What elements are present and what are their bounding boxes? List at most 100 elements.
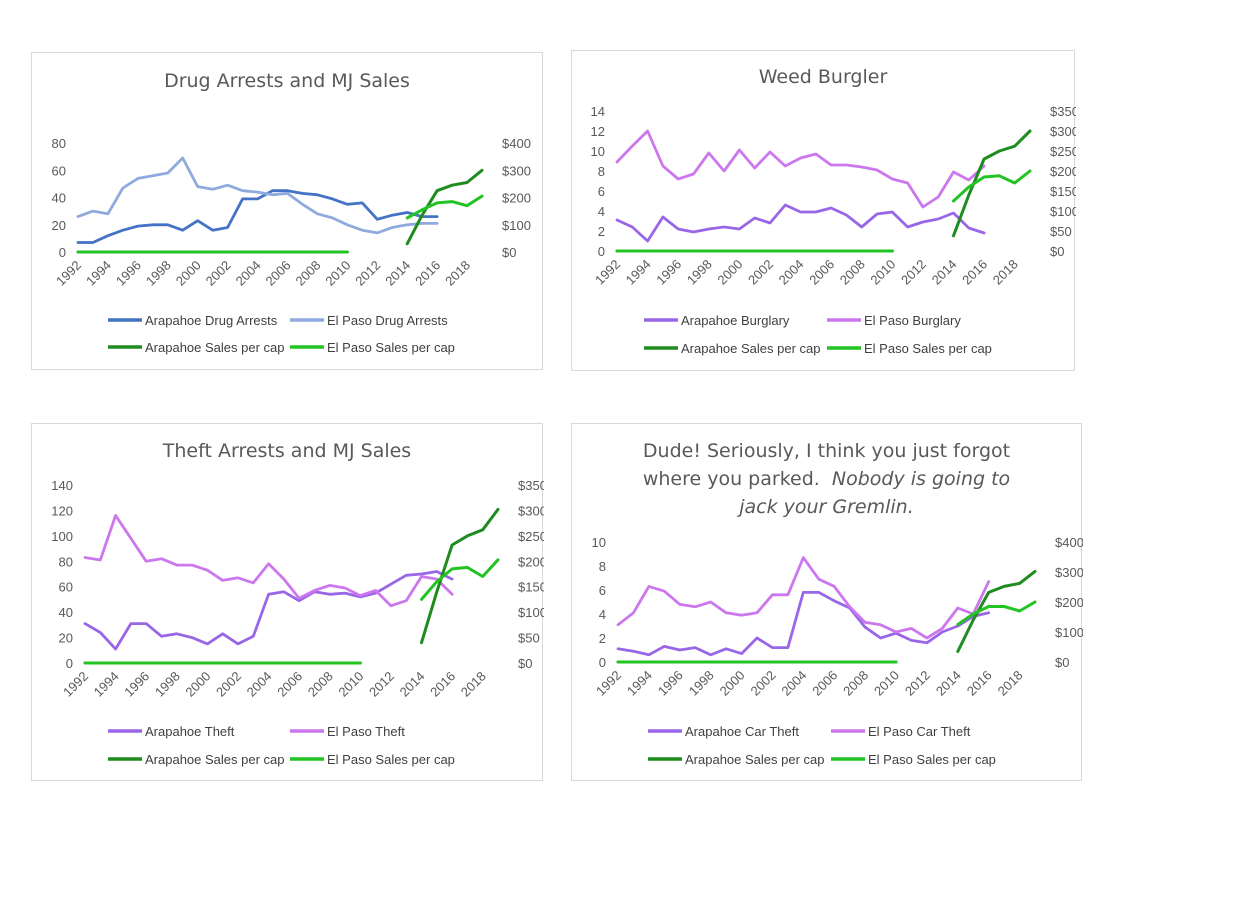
x-tick-label: 2010 bbox=[322, 258, 353, 289]
legend-item: El Paso Theft bbox=[290, 724, 405, 739]
x-tick-label: 1998 bbox=[686, 668, 717, 699]
legend-label: Arapahoe Burglary bbox=[681, 313, 790, 328]
x-tick-label: 2016 bbox=[427, 669, 458, 700]
y-left-tick-label: 40 bbox=[52, 191, 66, 206]
legend-item: Arapahoe Sales per cap bbox=[108, 752, 284, 767]
legend-label: El Paso Car Theft bbox=[868, 724, 971, 739]
x-tick-label: 2006 bbox=[263, 258, 294, 289]
x-tick-label: 2000 bbox=[173, 258, 204, 289]
x-tick-label: 2014 bbox=[382, 258, 413, 289]
series-line bbox=[76, 156, 439, 235]
y-right-tick-label: $100 bbox=[502, 218, 531, 233]
legend-label: Arapahoe Sales per cap bbox=[145, 340, 284, 355]
x-tick-label: 2016 bbox=[412, 258, 443, 289]
y-left-tick-label: 10 bbox=[591, 144, 605, 159]
series-el-paso-sales-per-cap bbox=[83, 558, 500, 665]
y-left-tick-label: 20 bbox=[59, 631, 73, 646]
series-line bbox=[615, 203, 986, 243]
y-right-tick-label: $150 bbox=[1050, 184, 1076, 199]
legend-item: Arapahoe Drug Arrests bbox=[108, 313, 278, 328]
series-line bbox=[83, 570, 454, 651]
legend-label: El Paso Drug Arrests bbox=[327, 313, 448, 328]
x-tick-label: 2010 bbox=[871, 668, 902, 699]
y-left-tick-label: 10 bbox=[592, 535, 606, 550]
chart-title-segment: jack your Gremlin. bbox=[739, 496, 914, 518]
y-left-tick-label: 6 bbox=[598, 184, 605, 199]
x-tick-label: 1992 bbox=[592, 257, 623, 288]
chart-theft-arrests: Theft Arrests and MJ Sales 0 20 40 60 80 100 12… bbox=[31, 423, 544, 781]
chart-title-line: where you parked. Nobody is going to bbox=[572, 465, 1081, 493]
chart-title: Dude! Seriously, I think you just forgot… bbox=[572, 437, 1081, 521]
legend-label: El Paso Sales per cap bbox=[864, 341, 992, 356]
x-tick-label: 2014 bbox=[397, 669, 428, 700]
chart-drug-arrests: Drug Arrests and MJ Sales 0 20 40 60 80 $0 $100… bbox=[31, 52, 543, 370]
x-tick-label: 2014 bbox=[929, 257, 960, 288]
y-right-tick-label: $400 bbox=[502, 136, 531, 151]
chart-car-theft: Dude! Seriously, I think you just forgot… bbox=[571, 423, 1083, 781]
legend-item: Arapahoe Sales per cap bbox=[108, 340, 284, 355]
x-tick-label: 2004 bbox=[778, 668, 809, 699]
x-tick-label: 1998 bbox=[152, 669, 183, 700]
legend-item: Arapahoe Sales per cap bbox=[648, 752, 824, 767]
x-tick-label: 2002 bbox=[203, 258, 234, 289]
series-line bbox=[405, 168, 484, 246]
legend-label: El Paso Sales per cap bbox=[327, 752, 455, 767]
y-left-tick-label: 4 bbox=[599, 607, 606, 622]
legend-item: Arapahoe Car Theft bbox=[648, 724, 799, 739]
y-right-tick-label: $350 bbox=[1050, 104, 1076, 119]
x-tick-label: 2010 bbox=[867, 257, 898, 288]
x-tick-label: 1994 bbox=[623, 257, 654, 288]
chart-title-segment: Dude! Seriously, I think you just forgot bbox=[642, 440, 1011, 462]
chart-title: Weed Burgler bbox=[758, 66, 888, 88]
x-tick-label: 1996 bbox=[655, 668, 686, 699]
y-left-tick-label: 0 bbox=[66, 656, 73, 671]
legend-item: El Paso Sales per cap bbox=[290, 752, 455, 767]
series-line bbox=[615, 129, 986, 209]
series-line bbox=[76, 189, 439, 244]
y-right-tick-label: $0 bbox=[1050, 244, 1064, 259]
x-tick-label: 2000 bbox=[717, 668, 748, 699]
x-tick-label: 1994 bbox=[83, 258, 114, 289]
y-right-tick-label: $0 bbox=[518, 656, 532, 671]
x-tick-label: 2012 bbox=[902, 668, 933, 699]
y-right-tick-label: $0 bbox=[1055, 655, 1069, 670]
x-tick-label: 1992 bbox=[53, 258, 84, 289]
legend-label: El Paso Sales per cap bbox=[868, 752, 996, 767]
series-line bbox=[956, 569, 1037, 653]
legend-item: El Paso Drug Arrests bbox=[290, 313, 448, 328]
y-left-tick-label: 20 bbox=[52, 218, 66, 233]
series-line bbox=[83, 514, 454, 608]
series-line bbox=[956, 600, 1037, 626]
series-arapahoe-sales-per-cap bbox=[83, 507, 500, 665]
y-left-tick-label: 6 bbox=[599, 583, 606, 598]
y-left-tick-label: 0 bbox=[598, 244, 605, 259]
legend-item: Arapahoe Sales per cap bbox=[644, 341, 820, 356]
y-left-tick-label: 40 bbox=[59, 605, 73, 620]
x-tick-label: 2016 bbox=[964, 668, 995, 699]
legend-label: Arapahoe Sales per cap bbox=[685, 752, 824, 767]
x-tick-label: 2000 bbox=[182, 669, 213, 700]
y-right-tick-label: $300 bbox=[1050, 124, 1076, 139]
x-tick-label: 2008 bbox=[840, 668, 871, 699]
series-el-paso-burglary bbox=[615, 129, 986, 209]
series-line bbox=[420, 558, 500, 601]
y-left-tick-label: 14 bbox=[591, 104, 605, 119]
chart-title: Theft Arrests and MJ Sales bbox=[162, 440, 412, 462]
y-right-tick-label: $250 bbox=[1050, 144, 1076, 159]
series-line bbox=[405, 194, 484, 220]
y-right-tick-label: $100 bbox=[1050, 204, 1076, 219]
y-right-tick-label: $50 bbox=[518, 631, 540, 646]
x-tick-label: 2006 bbox=[806, 257, 837, 288]
y-left-tick-label: 140 bbox=[51, 478, 73, 493]
series-el-paso-sales-per-cap bbox=[616, 600, 1037, 664]
x-tick-label: 2018 bbox=[458, 669, 489, 700]
series-arapahoe-car-theft bbox=[616, 591, 991, 657]
chart-weed-burgler: Weed Burgler 0 2 4 6 8 10 12 14 $0 $50 $100 $150 $200… bbox=[571, 50, 1076, 371]
y-left-tick-label: 0 bbox=[599, 655, 606, 670]
x-tick-label: 2008 bbox=[305, 669, 336, 700]
y-left-tick-label: 100 bbox=[51, 529, 73, 544]
x-tick-label: 1998 bbox=[684, 257, 715, 288]
y-left-tick-label: 120 bbox=[51, 503, 73, 518]
x-tick-label: 2008 bbox=[837, 257, 868, 288]
legend-label: Arapahoe Sales per cap bbox=[145, 752, 284, 767]
